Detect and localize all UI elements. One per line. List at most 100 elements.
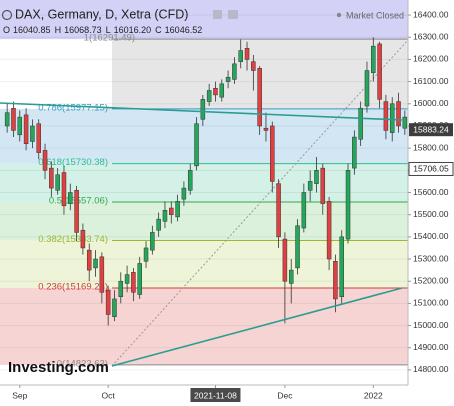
camera-icon[interactable]	[228, 10, 238, 19]
x-highlight	[190, 388, 241, 402]
fib-label: 0(14822.63)	[57, 358, 108, 369]
candle-body	[143, 247, 149, 262]
symbol-icon	[1, 9, 13, 21]
candle-body	[219, 83, 225, 98]
fib-label: 0.236(15169.23)	[38, 282, 108, 293]
candle-body	[345, 170, 351, 240]
candle-body	[36, 123, 41, 153]
candle-body	[314, 170, 319, 184]
price-tag-label: 15883.24	[413, 124, 449, 134]
fib-label: 0.786(15977.15)	[38, 102, 108, 113]
candle-body	[276, 183, 281, 238]
candle-body	[93, 258, 98, 269]
candle-body	[80, 229, 86, 249]
readout-value: 16046.52	[165, 25, 203, 35]
candle-body	[23, 114, 29, 144]
candle-body	[30, 125, 35, 142]
fib-band	[0, 288, 408, 365]
market-status: Market Closed	[346, 10, 404, 20]
candle-body	[282, 238, 288, 282]
x-tick-label: 2021-11-08	[194, 390, 237, 400]
candle-body	[326, 201, 332, 260]
candle-body	[86, 249, 92, 271]
y-tick-label: 16000.00	[413, 98, 449, 108]
y-tick-label: 15800.00	[413, 142, 449, 152]
status-dot	[336, 12, 342, 18]
candle-body	[352, 136, 357, 169]
candle-body	[251, 61, 256, 71]
candle-body	[137, 263, 142, 295]
candle-body	[17, 116, 23, 136]
price-tag	[409, 123, 453, 137]
readout-value: 16068.73	[64, 25, 102, 35]
candle-body	[150, 232, 155, 251]
readout-key: L	[106, 25, 111, 35]
readout-key: H	[55, 25, 62, 35]
candle-body	[156, 218, 161, 231]
candle-body	[288, 269, 294, 284]
fib-band	[0, 163, 408, 203]
candle-body	[194, 123, 199, 167]
settings-icon[interactable]	[213, 10, 222, 19]
fib-label: 0.382(15383.74)	[38, 234, 108, 245]
candle-body	[131, 272, 136, 293]
candle-body	[263, 127, 269, 131]
fib-label: 0.618(15730.38)	[38, 157, 108, 168]
candle-body	[402, 116, 408, 129]
candle-body	[162, 209, 168, 222]
x-tick-label: Dec	[277, 390, 293, 400]
candle-body	[187, 170, 193, 191]
candle-body	[11, 107, 16, 131]
price-tag	[408, 161, 454, 176]
candle-body	[181, 187, 187, 200]
candle-body	[99, 256, 105, 293]
candle-body	[377, 43, 382, 100]
candle-body	[42, 150, 48, 171]
candle-body	[61, 172, 67, 207]
y-tick-label: 16200.00	[413, 54, 449, 64]
support-line	[111, 287, 403, 367]
y-tick-label: 14900.00	[413, 342, 449, 352]
candle-body	[112, 298, 117, 317]
candle-body	[244, 48, 250, 60]
candle-body	[49, 167, 54, 189]
y-tick-label: 15500.00	[413, 209, 449, 219]
candles	[4, 37, 408, 326]
candle-body	[124, 274, 130, 284]
y-tick-label: 15300.00	[413, 253, 449, 263]
candle-body	[364, 70, 370, 107]
candle-body	[307, 181, 313, 191]
brand-logo: Investing.com	[8, 359, 109, 376]
candle-body	[295, 225, 300, 269]
readout-value: 16040.85	[13, 25, 51, 35]
candle-body	[339, 236, 344, 297]
y-tick-label: 16100.00	[413, 76, 449, 86]
readout-value: 16016.20	[114, 25, 152, 35]
y-tick-label: 15100.00	[413, 298, 449, 308]
readout-key: O	[3, 25, 10, 35]
candle-body	[74, 190, 79, 233]
x-tick-label: Oct	[102, 390, 116, 400]
candle-body	[118, 280, 124, 297]
resistance-line	[0, 102, 403, 121]
candle-body	[213, 88, 218, 96]
candle-body	[238, 50, 243, 62]
candle-body	[383, 101, 389, 131]
readout-key: C	[155, 25, 162, 35]
candle-body	[200, 99, 206, 120]
price-axis	[408, 0, 454, 406]
price-tag-label: 15706.05	[413, 164, 449, 174]
chart-title: DAX, Germany, D, Xetra (CFD)	[15, 7, 188, 21]
candle-body	[68, 192, 73, 204]
candle-body	[371, 45, 376, 73]
candle-body	[175, 201, 180, 218]
x-tick-label: 2022	[364, 390, 383, 400]
y-tick-label: 15600.00	[413, 187, 449, 197]
x-tick-label: Sep	[12, 390, 27, 400]
fib-band	[0, 202, 408, 241]
y-tick-label: 15400.00	[413, 231, 449, 241]
y-tick-label: 15000.00	[413, 320, 449, 330]
candle-body	[225, 76, 231, 82]
candle-body	[320, 167, 326, 204]
